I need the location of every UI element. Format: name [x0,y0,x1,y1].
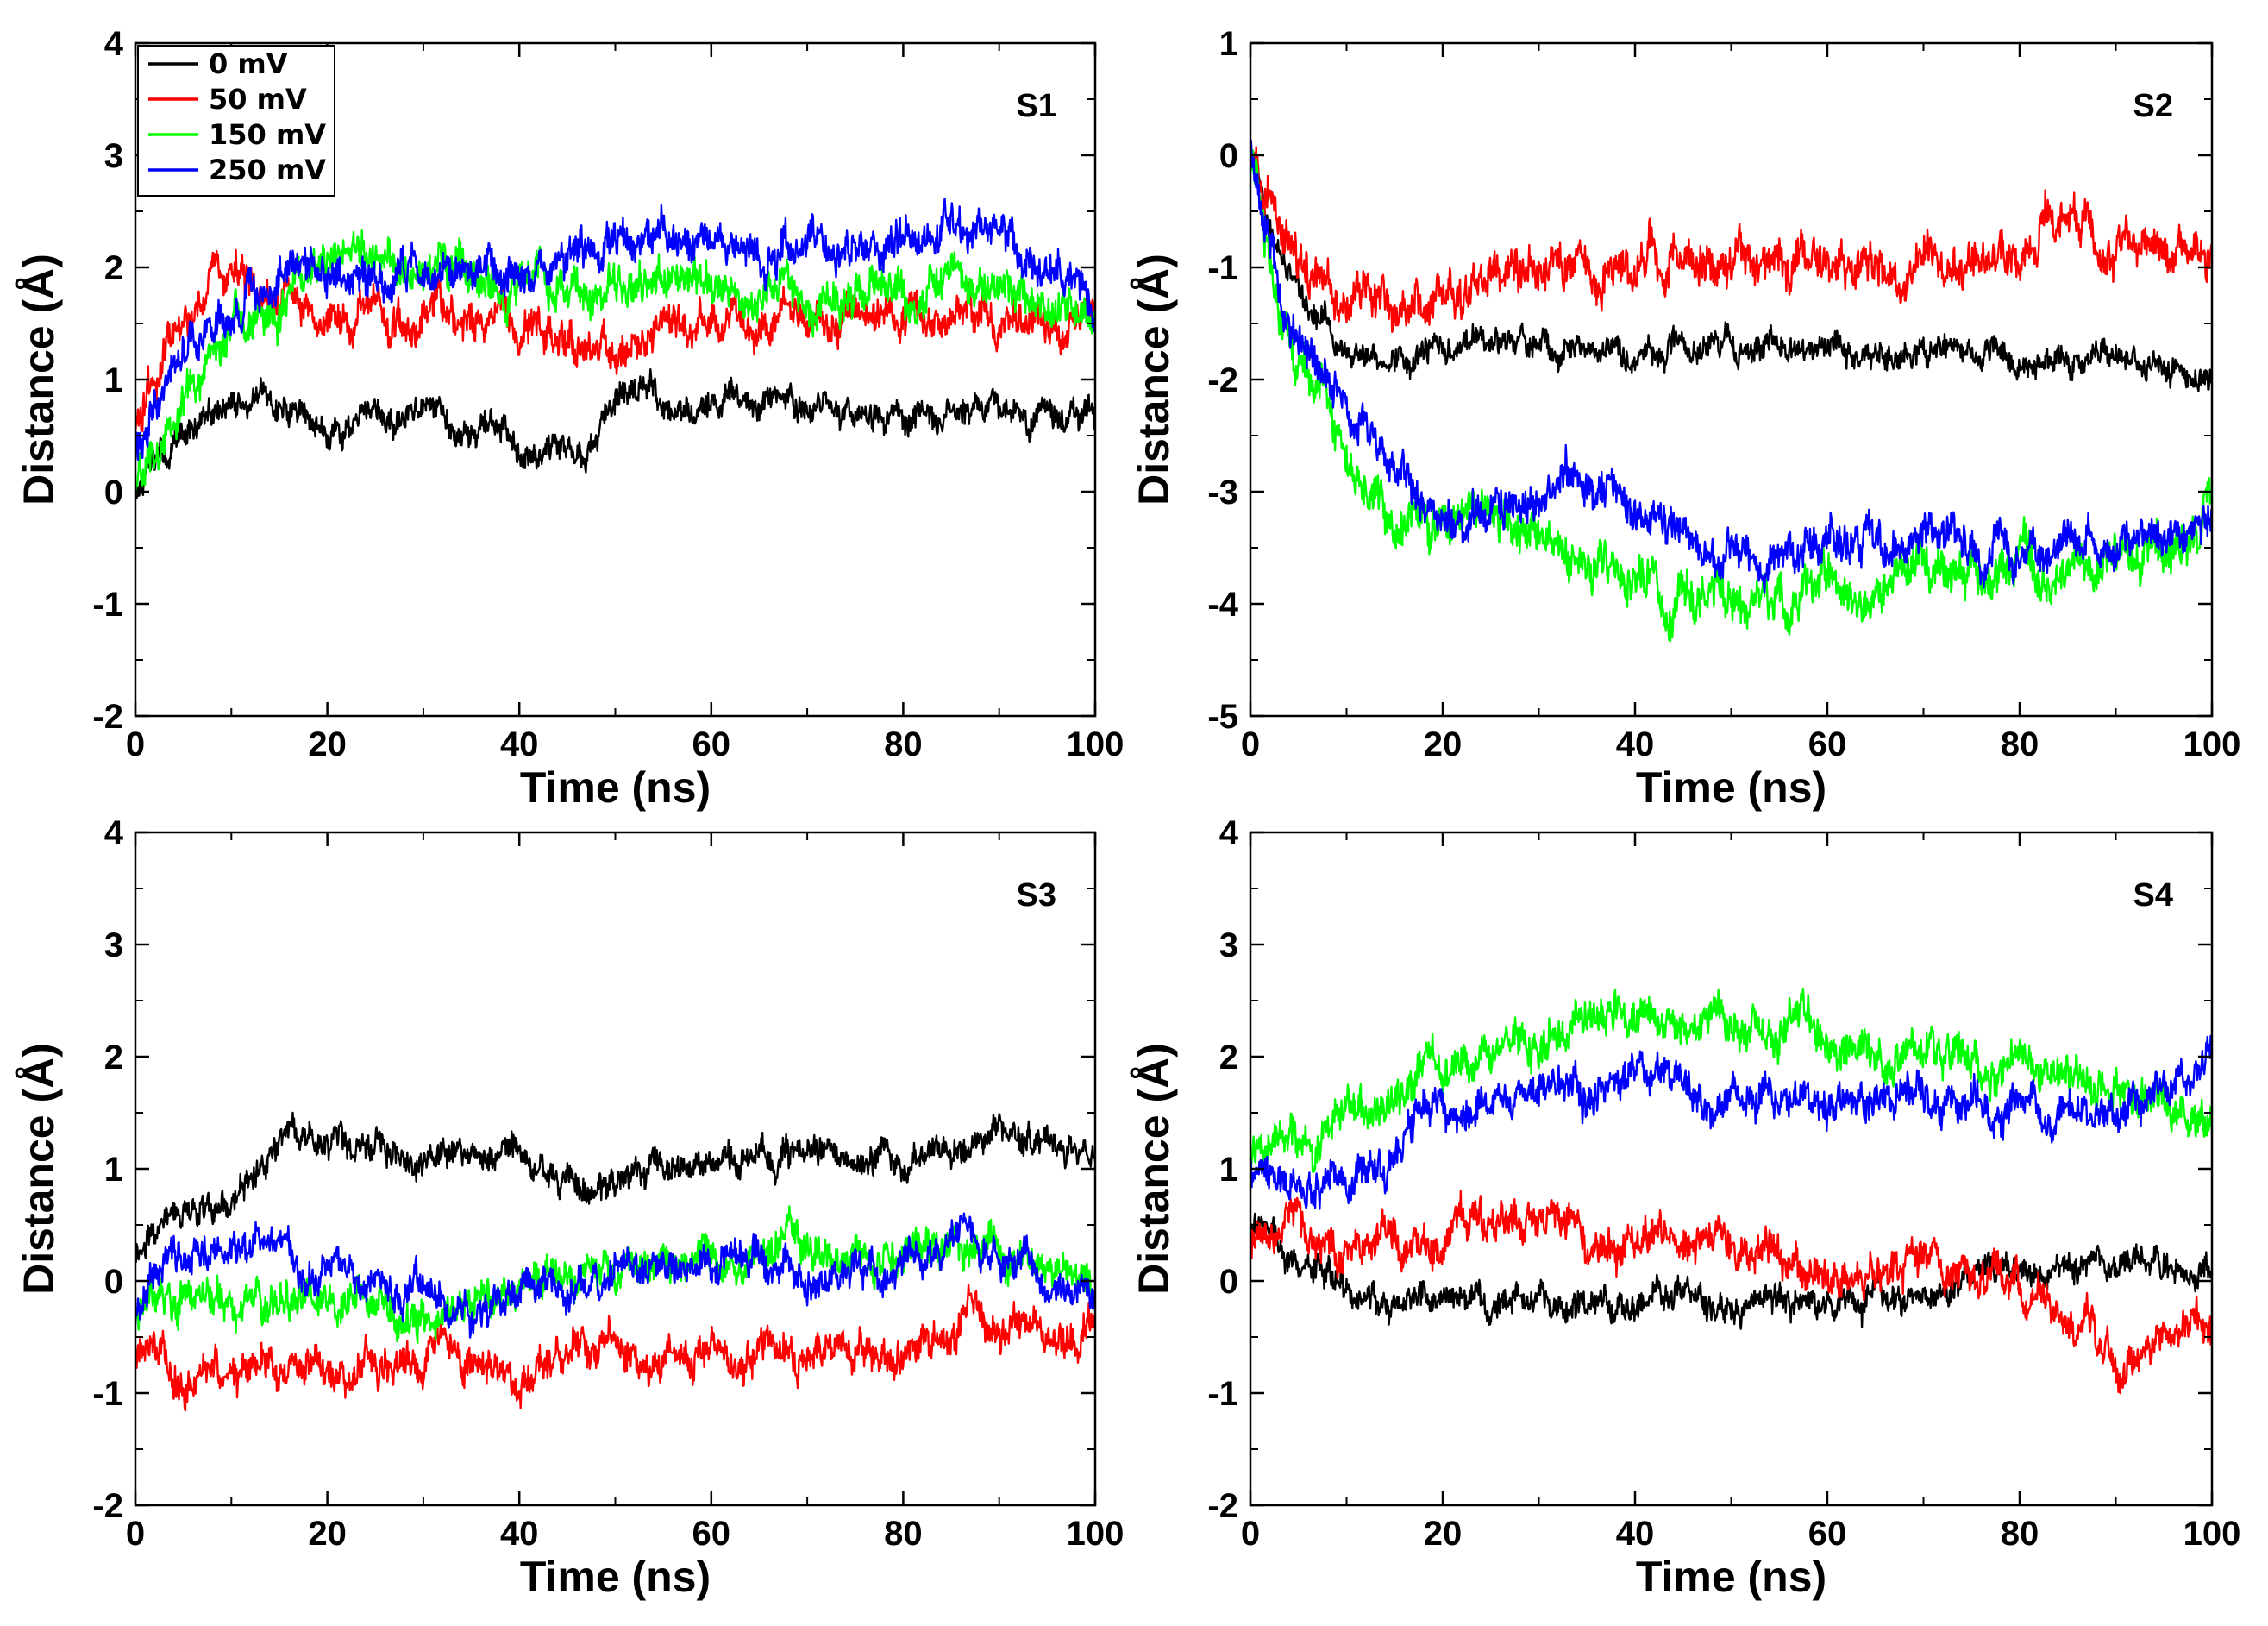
x-tick-label: 100 [1067,1515,1125,1553]
series-line-0-mv [1250,1212,2212,1330]
x-tick-label: 0 [1241,725,1260,763]
x-tick-label: 80 [2001,1515,2039,1553]
x-tick-label: 60 [1808,725,1847,763]
y-axis-label: Distance (Å) [15,1043,63,1295]
x-tick-label: 80 [2001,725,2039,763]
panel-label: S2 [2133,88,2173,124]
x-axis-label: Time (ns) [1636,763,1826,812]
x-tick-label: 20 [1424,1515,1463,1553]
x-tick-label: 60 [692,725,731,763]
x-tick-label: 0 [1241,1515,1260,1553]
y-tick-label: -2 [1207,1487,1238,1525]
legend-label: 250 mV [209,154,326,186]
series-group [135,1111,1095,1412]
x-tick-label: 20 [1424,725,1463,763]
series-line-0-mv [135,1111,1095,1264]
panel-s2: 0 20 40 60 80 100 -5 -4 -3 -2 -1 0 1 Time (ns) Distanc… [1130,25,2240,812]
series-line-0-mv [1250,149,2212,392]
panel-label: S1 [1017,88,1056,124]
y-tick-label: -1 [1207,1375,1238,1413]
x-tick-label: 100 [2183,725,2241,763]
series-line-250-mv [135,1212,1095,1339]
y-tick-label: 2 [1219,1039,1238,1077]
x-tick-label: 0 [126,725,145,763]
x-tick-label: 60 [692,1515,731,1553]
x-axis-label: Time (ns) [520,763,711,812]
panel-s4: 0 20 40 60 80 100 -2 -1 0 1 2 3 4 Time (ns) Distance (… [1130,814,2240,1601]
y-tick-label: 1 [104,361,123,399]
plot-frame [1249,831,2214,1507]
y-tick-label: -2 [1207,361,1238,399]
x-tick-label: 40 [1616,1515,1655,1553]
series-line-250-mv [1250,139,2212,594]
y-tick-label: -2 [92,1487,123,1525]
y-tick-label: 1 [1219,1151,1238,1189]
x-tick-label: 20 [308,1515,347,1553]
y-tick-label: 1 [1219,25,1238,63]
series-line-50-mv [135,1284,1095,1412]
x-tick-label: 40 [500,725,539,763]
series-line-150-mv [1250,143,2212,643]
y-tick-label: 0 [104,1263,123,1301]
x-axis-label: Time (ns) [1636,1553,1826,1601]
y-axis-label: Distance (Å) [15,254,63,505]
x-tick-label: 100 [2183,1515,2241,1553]
series-group [1250,139,2212,643]
x-axis-label: Time (ns) [520,1553,711,1601]
y-tick-label: -1 [92,1375,123,1413]
legend-label: 0 mV [209,47,288,80]
y-axis-label: Distance (Å) [1130,254,1178,505]
y-tick-label: 4 [1219,814,1239,852]
panel-s1: 0 20 40 60 80 100 -2 -1 0 1 2 3 4 Time (ns) Distance (… [15,25,1124,812]
x-tick-label: 80 [884,725,923,763]
y-tick-label: 3 [104,926,123,964]
x-tick-label: 100 [1067,725,1125,763]
y-tick-label: 2 [104,1039,123,1077]
x-tick-label: 40 [500,1515,539,1553]
series-line-250-mv [135,197,1095,461]
y-tick-label: 2 [104,249,123,287]
y-tick-label: 1 [104,1151,123,1189]
plot-frame [1249,41,2214,718]
x-tick-label: 0 [126,1515,145,1553]
y-tick-label: 4 [104,814,124,852]
y-axis-label: Distance (Å) [1130,1043,1178,1295]
y-tick-label: -1 [1207,249,1238,287]
series-line-50-mv [1250,139,2212,333]
series-line-250-mv [1250,1034,2212,1210]
series-group [135,197,1095,500]
y-tick-label: -5 [1207,698,1238,736]
y-tick-label: 0 [1219,1263,1238,1301]
series-line-0-mv [135,368,1095,500]
series-line-50-mv [135,248,1095,434]
y-tick-label: 3 [1219,926,1238,964]
y-tick-label: 0 [104,474,123,512]
y-tick-label: -4 [1207,586,1238,624]
legend-label: 50 mV [209,83,307,116]
panel-s3: 0 20 40 60 80 100 -2 -1 0 1 2 3 4 Time (ns) Distance (… [15,814,1124,1601]
y-tick-label: -1 [92,586,123,624]
panel-label: S4 [2133,877,2173,913]
legend-label: 150 mV [209,118,326,151]
series-line-50-mv [1250,1190,2212,1395]
series-group [1250,987,2212,1395]
x-tick-label: 40 [1616,725,1655,763]
y-tick-label: 3 [104,137,123,175]
x-tick-label: 20 [308,725,347,763]
x-tick-label: 80 [884,1515,923,1553]
y-tick-label: 0 [1219,137,1238,175]
series-line-150-mv [1250,987,2212,1178]
x-tick-label: 60 [1808,1515,1847,1553]
y-tick-label: -2 [92,698,123,736]
y-tick-label: -3 [1207,474,1238,512]
y-tick-label: 4 [104,25,124,63]
panel-label: S3 [1017,877,1056,913]
